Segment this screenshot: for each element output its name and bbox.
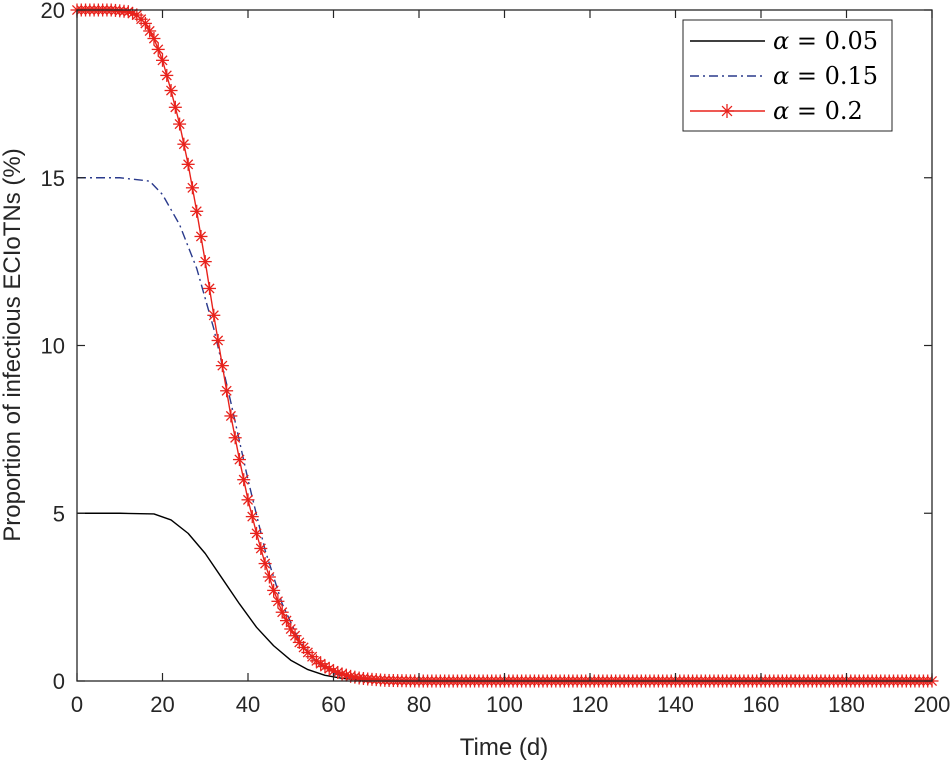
- data-point-marker: [314, 657, 328, 671]
- data-point-marker: [279, 614, 293, 628]
- legend-entry-1: α = 0.05: [690, 27, 878, 55]
- legend-label: α = 0.2: [773, 97, 863, 125]
- data-point-marker: [185, 181, 199, 195]
- data-point-marker: [160, 68, 174, 82]
- x-tick-label: 20: [150, 692, 174, 717]
- data-point-marker: [237, 473, 251, 487]
- data-point-marker: [241, 493, 255, 507]
- x-tick-label: 80: [407, 692, 431, 717]
- data-point-marker: [215, 359, 229, 373]
- data-point-marker: [190, 204, 204, 218]
- data-point-marker: [258, 557, 272, 571]
- data-point-marker: [194, 229, 208, 243]
- x-tick-label: 100: [486, 692, 523, 717]
- series-layer: [70, 3, 939, 688]
- data-point-marker: [173, 117, 187, 131]
- x-tick-label: 60: [321, 692, 345, 717]
- data-point-marker: [224, 409, 238, 423]
- y-tick-label: 0: [53, 669, 65, 694]
- x-tick-label: 120: [572, 692, 609, 717]
- data-point-marker: [168, 100, 182, 114]
- data-point-marker: [147, 32, 161, 46]
- data-point-marker: [275, 605, 289, 619]
- data-point-marker: [138, 16, 152, 30]
- legend-entry-2: α = 0.15: [690, 62, 878, 90]
- legend-entry-3: α = 0.2: [690, 97, 863, 125]
- tick-layer: 0 20 40 60 80 100 120 140 160 180 200 0 5 10 15 20: [41, 0, 950, 717]
- legend: α = 0.05 α = 0.15 α = 0.2: [682, 19, 893, 132]
- x-tick-label: 180: [828, 692, 865, 717]
- x-tick-label: 40: [236, 692, 260, 717]
- legend-label: α = 0.05: [773, 27, 878, 55]
- y-tick-label: 15: [41, 166, 65, 191]
- data-point-marker: [156, 53, 169, 67]
- x-axis-title: Time (d): [460, 734, 548, 761]
- data-point-marker: [271, 594, 285, 608]
- data-point-marker: [220, 384, 234, 398]
- legend-asterisk-marker: [720, 104, 734, 118]
- data-point-marker: [207, 308, 221, 322]
- x-tick-label: 160: [743, 692, 780, 717]
- data-point-marker: [151, 42, 165, 56]
- data-point-marker: [203, 281, 217, 295]
- data-point-marker: [254, 541, 268, 555]
- data-point-marker: [143, 24, 157, 38]
- data-point-marker: [245, 510, 259, 524]
- data-point-marker: [262, 570, 276, 584]
- data-point-marker: [164, 84, 178, 98]
- data-point-marker: [211, 333, 225, 347]
- data-point-marker: [288, 629, 302, 643]
- y-tick-label: 20: [41, 0, 65, 23]
- legend-label: α = 0.15: [773, 62, 878, 90]
- x-tick-label: 0: [71, 692, 83, 717]
- y-tick-label: 10: [41, 334, 65, 359]
- data-point-marker: [198, 255, 212, 269]
- x-tick-label: 200: [914, 692, 950, 717]
- data-point-marker: [232, 453, 246, 467]
- data-point-marker: [181, 157, 195, 171]
- legend-entries: α = 0.05 α = 0.15 α = 0.2: [690, 27, 878, 125]
- data-point-marker: [228, 431, 242, 445]
- data-point-marker: [177, 137, 191, 151]
- data-point-marker: [284, 622, 298, 636]
- data-point-marker: [267, 583, 281, 597]
- data-point-marker: [250, 526, 264, 540]
- x-tick-label: 140: [657, 692, 694, 717]
- y-axis-title: Proportion of infectious ECIoTNs (%): [0, 148, 26, 541]
- y-tick-label: 5: [53, 501, 65, 526]
